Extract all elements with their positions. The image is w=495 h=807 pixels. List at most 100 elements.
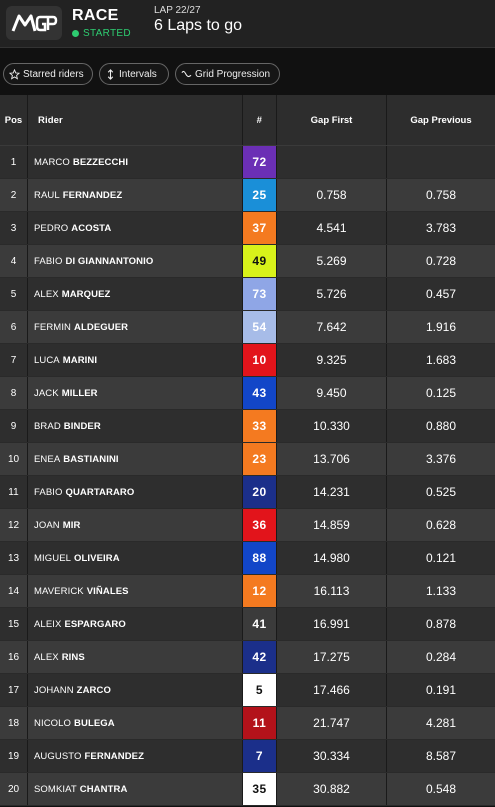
table-row[interactable]: 12 JOAN MIR 36 14.859 0.628 <box>0 509 495 542</box>
intervals-label: Intervals <box>119 68 157 80</box>
rider-name[interactable]: FABIO QUARTARARO <box>28 476 242 508</box>
rider-last-name: ALDEGUER <box>74 321 129 333</box>
header-number[interactable]: # <box>242 95 276 145</box>
rider-name[interactable]: MAVERICK VIÑALES <box>28 575 242 607</box>
rider-number-badge: 23 <box>242 443 276 475</box>
rider-first-name: ALEX <box>34 651 59 663</box>
standings-table: Pos Rider # Gap First Gap Previous 1 MARC… <box>0 95 495 806</box>
table-row[interactable]: 17 JOHANN ZARCO 5 17.466 0.191 <box>0 674 495 707</box>
table-row[interactable]: 19 AUGUSTO FERNANDEZ 7 30.334 8.587 <box>0 740 495 773</box>
gap-first: 16.113 <box>276 575 386 607</box>
table-row[interactable]: 14 MAVERICK VIÑALES 12 16.113 1.133 <box>0 575 495 608</box>
race-label: RACE <box>72 7 119 24</box>
rider-last-name: MARQUEZ <box>61 288 111 300</box>
rider-name[interactable]: ENEA BASTIANINI <box>28 443 242 475</box>
table-row[interactable]: 3 PEDRO ACOSTA 37 4.541 3.783 <box>0 212 495 245</box>
grid-progression-button[interactable]: Grid Progression <box>175 63 280 85</box>
rider-name[interactable]: JOAN MIR <box>28 509 242 541</box>
gap-first: 17.466 <box>276 674 386 706</box>
table-row[interactable]: 5 ALEX MARQUEZ 73 5.726 0.457 <box>0 278 495 311</box>
gap-first: 10.330 <box>276 410 386 442</box>
rider-number-badge: 88 <box>242 542 276 574</box>
table-row[interactable]: 18 NICOLO BULEGA 11 21.747 4.281 <box>0 707 495 740</box>
rider-position: 3 <box>0 212 28 244</box>
rider-position: 19 <box>0 740 28 772</box>
rider-first-name: SOMKIAT <box>34 783 77 795</box>
table-row[interactable]: 9 BRAD BINDER 33 10.330 0.880 <box>0 410 495 443</box>
gap-previous: 0.628 <box>386 509 495 541</box>
table-row[interactable]: 10 ENEA BASTIANINI 23 13.706 3.376 <box>0 443 495 476</box>
rider-name[interactable]: MIGUEL OLIVEIRA <box>28 542 242 574</box>
rider-last-name: BINDER <box>63 420 101 432</box>
rider-name[interactable]: FABIO DI GIANNANTONIO <box>28 245 242 277</box>
header-pos[interactable]: Pos <box>0 95 28 145</box>
rider-name[interactable]: FERMIN ALDEGUER <box>28 311 242 343</box>
header-gap-previous[interactable]: Gap Previous <box>386 95 495 145</box>
header-gap-first[interactable]: Gap First <box>276 95 386 145</box>
rider-name[interactable]: ALEX RINS <box>28 641 242 673</box>
table-row[interactable]: 6 FERMIN ALDEGUER 54 7.642 1.916 <box>0 311 495 344</box>
rider-name[interactable]: AUGUSTO FERNANDEZ <box>28 740 242 772</box>
rider-number-badge: 11 <box>242 707 276 739</box>
table-row[interactable]: 1 MARCO BEZZECCHI 72 <box>0 146 495 179</box>
rider-first-name: MARCO <box>34 156 70 168</box>
gap-previous: 3.376 <box>386 443 495 475</box>
table-row[interactable]: 11 FABIO QUARTARARO 20 14.231 0.525 <box>0 476 495 509</box>
rider-position: 5 <box>0 278 28 310</box>
starred-riders-button[interactable]: Starred riders <box>3 63 93 85</box>
gap-previous: 0.457 <box>386 278 495 310</box>
gap-previous: 4.281 <box>386 707 495 739</box>
rider-number-badge: 41 <box>242 608 276 640</box>
gap-first: 9.325 <box>276 344 386 376</box>
star-icon <box>9 68 20 80</box>
rider-first-name: RAUL <box>34 189 60 201</box>
intervals-button[interactable]: Intervals <box>99 63 169 85</box>
table-row[interactable]: 8 JACK MILLER 43 9.450 0.125 <box>0 377 495 410</box>
table-row[interactable]: 4 FABIO DI GIANNANTONIO 49 5.269 0.728 <box>0 245 495 278</box>
table-row[interactable]: 16 ALEX RINS 42 17.275 0.284 <box>0 641 495 674</box>
rider-name[interactable]: BRAD BINDER <box>28 410 242 442</box>
rider-position: 16 <box>0 641 28 673</box>
rider-name[interactable]: RAUL FERNANDEZ <box>28 179 242 211</box>
motogp-logo[interactable] <box>6 6 62 40</box>
rider-name[interactable]: LUCA MARINI <box>28 344 242 376</box>
rider-first-name: JOAN <box>34 519 60 531</box>
table-row[interactable]: 2 RAUL FERNANDEZ 25 0.758 0.758 <box>0 179 495 212</box>
table-row[interactable]: 7 LUCA MARINI 10 9.325 1.683 <box>0 344 495 377</box>
rider-first-name: ENEA <box>34 453 61 465</box>
race-status-text: STARTED <box>83 28 131 39</box>
motogp-logo-icon <box>11 14 58 32</box>
rider-name[interactable]: JACK MILLER <box>28 377 242 409</box>
grid-progression-label: Grid Progression <box>195 68 271 80</box>
laps-to-go: 6 Laps to go <box>154 17 243 34</box>
gap-previous: 0.525 <box>386 476 495 508</box>
rider-position: 7 <box>0 344 28 376</box>
gap-first: 13.706 <box>276 443 386 475</box>
gap-first: 7.642 <box>276 311 386 343</box>
rider-number-badge: 33 <box>242 410 276 442</box>
table-row[interactable]: 15 ALEIX ESPARGARO 41 16.991 0.878 <box>0 608 495 641</box>
rider-first-name: ALEIX <box>34 618 62 630</box>
table-row[interactable]: 13 MIGUEL OLIVEIRA 88 14.980 0.121 <box>0 542 495 575</box>
gap-previous: 0.880 <box>386 410 495 442</box>
rider-number-badge: 73 <box>242 278 276 310</box>
rider-last-name: ZARCO <box>76 684 111 696</box>
rider-name[interactable]: MARCO BEZZECCHI <box>28 146 242 178</box>
race-header: RACE STARTED LAP 22/27 6 Laps to go <box>0 0 495 48</box>
rider-name[interactable]: NICOLO BULEGA <box>28 707 242 739</box>
rider-first-name: ALEX <box>34 288 59 300</box>
rider-position: 17 <box>0 674 28 706</box>
rider-position: 9 <box>0 410 28 442</box>
rider-number-badge: 54 <box>242 311 276 343</box>
rider-name[interactable]: ALEIX ESPARGARO <box>28 608 242 640</box>
header-rider[interactable]: Rider <box>38 114 63 126</box>
gap-previous: 1.683 <box>386 344 495 376</box>
race-status: STARTED <box>72 28 131 39</box>
rider-name[interactable]: ALEX MARQUEZ <box>28 278 242 310</box>
rider-last-name: OLIVEIRA <box>74 552 120 564</box>
gap-first: 17.275 <box>276 641 386 673</box>
table-row[interactable]: 20 SOMKIAT CHANTRA 35 30.882 0.548 <box>0 773 495 806</box>
rider-name[interactable]: PEDRO ACOSTA <box>28 212 242 244</box>
rider-name[interactable]: SOMKIAT CHANTRA <box>28 773 242 805</box>
rider-name[interactable]: JOHANN ZARCO <box>28 674 242 706</box>
